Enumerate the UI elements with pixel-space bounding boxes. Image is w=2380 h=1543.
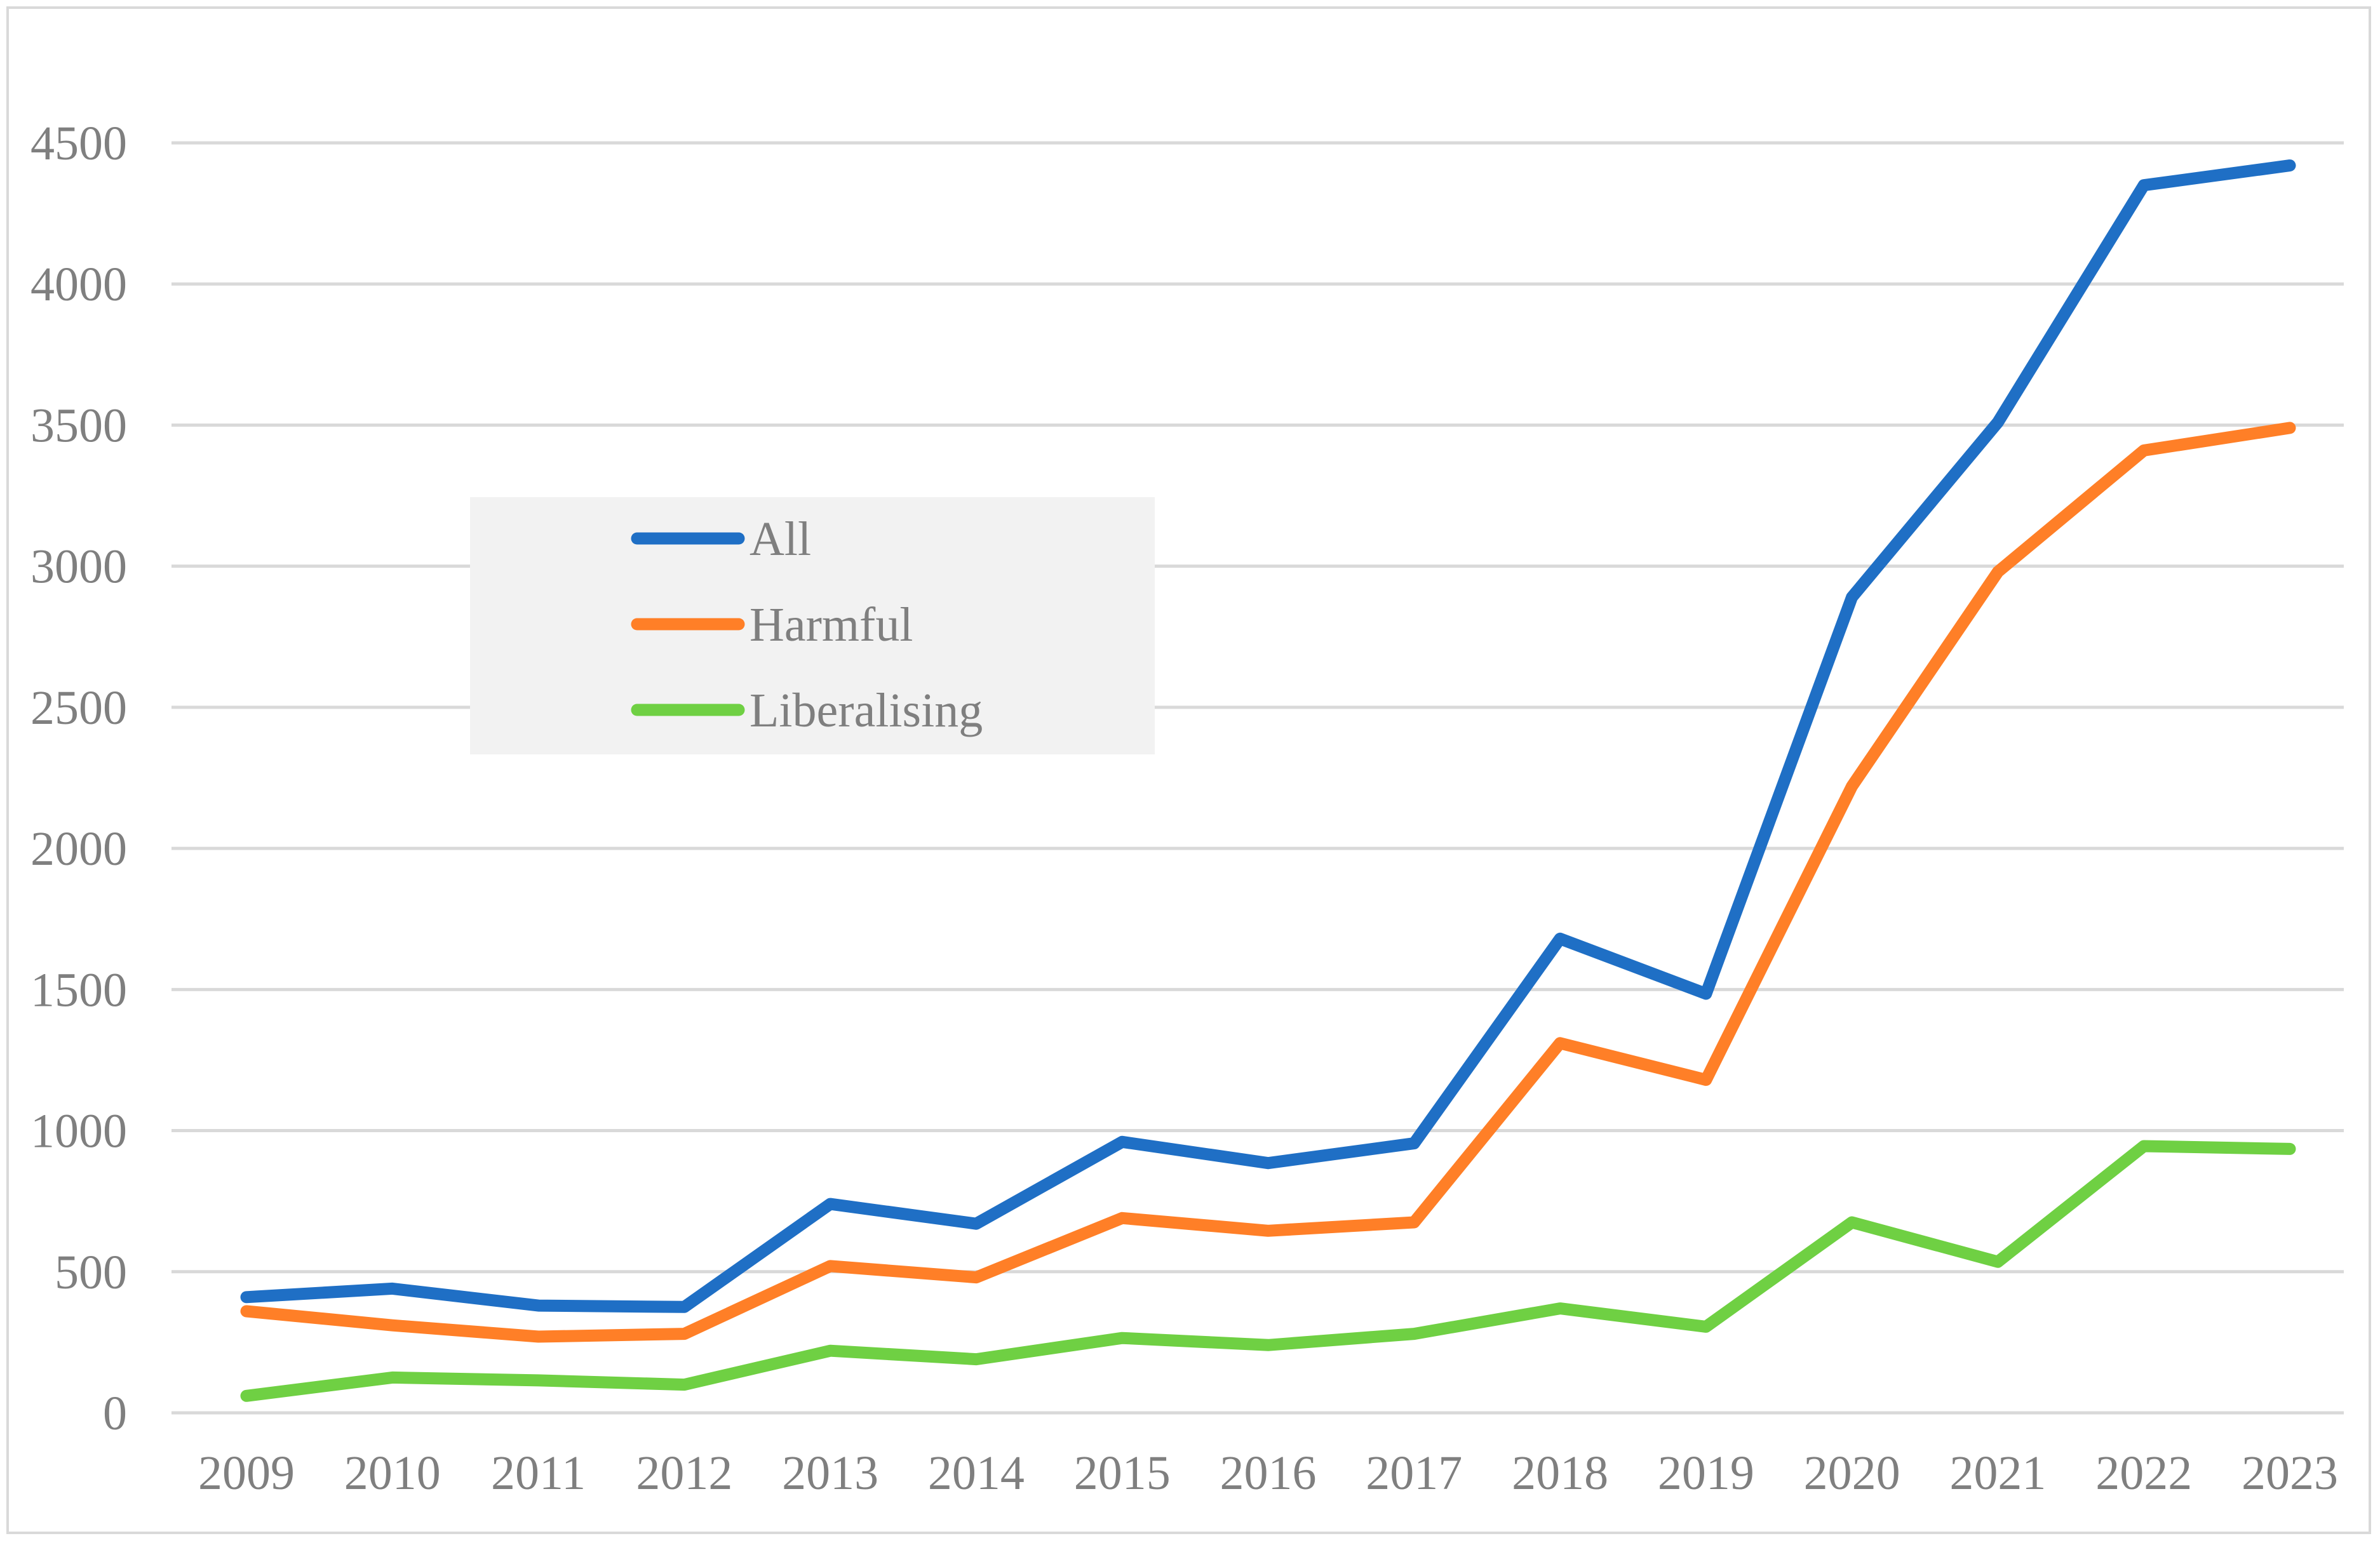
- legend-box: [470, 497, 1155, 754]
- x-tick-label: 2015: [1074, 1446, 1171, 1500]
- x-tick-label: 2016: [1220, 1446, 1317, 1500]
- x-tick-label: 2013: [782, 1446, 878, 1500]
- y-tick-label: 0: [103, 1387, 127, 1440]
- legend-label-harmful: Harmful: [750, 598, 913, 651]
- y-tick-label: 4000: [30, 258, 127, 311]
- x-tick-label: 2023: [2242, 1446, 2338, 1500]
- y-tick-label: 1000: [30, 1105, 127, 1158]
- x-tick-label: 2021: [1949, 1446, 2046, 1500]
- x-tick-label: 2017: [1366, 1446, 1462, 1500]
- y-tick-label: 4500: [30, 117, 127, 170]
- y-tick-label: 3500: [30, 399, 127, 452]
- x-tick-label: 2018: [1512, 1446, 1608, 1500]
- legend: All Harmful Liberalising: [470, 497, 1155, 754]
- x-tick-label: 2019: [1658, 1446, 1754, 1500]
- x-tick-label: 2022: [2095, 1446, 2192, 1500]
- y-tick-label: 2000: [30, 822, 127, 876]
- series-line-all: [240, 159, 2296, 1313]
- x-tick-label: 2014: [928, 1446, 1025, 1500]
- gridlines: [171, 141, 2344, 1415]
- legend-label-all: All: [750, 512, 811, 566]
- series-line-harmful: [240, 422, 2296, 1343]
- x-axis-ticks: 2009 2010 2011 2012 2013 2014 2015 2016 2017 2018…: [198, 1446, 2338, 1500]
- y-axis-ticks: 0 500 1000 1500 2000 2500 3000 3500 4000 4500: [30, 117, 127, 1440]
- x-tick-label: 2010: [344, 1446, 441, 1500]
- y-tick-label: 3000: [30, 540, 127, 594]
- series-lines: [240, 159, 2296, 1402]
- y-tick-label: 2500: [30, 681, 127, 735]
- y-tick-label: 500: [55, 1246, 127, 1299]
- y-tick-label: 1500: [30, 963, 127, 1017]
- x-tick-label: 2012: [636, 1446, 732, 1500]
- legend-label-liberalising: Liberalising: [750, 684, 983, 737]
- x-tick-label: 2020: [1804, 1446, 1900, 1500]
- series-line-liberalising: [240, 1140, 2296, 1402]
- x-tick-label: 2011: [491, 1446, 586, 1500]
- chart-frame: [6, 6, 2371, 1534]
- x-tick-label: 2009: [198, 1446, 295, 1500]
